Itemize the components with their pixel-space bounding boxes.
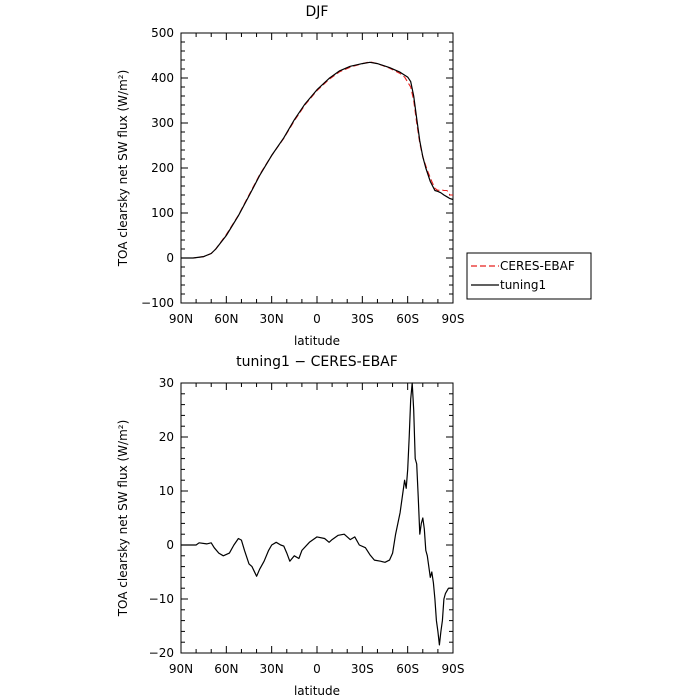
plot-frame <box>180 382 454 654</box>
x-tick-label: 30S <box>351 312 374 326</box>
y-tick-label: 20 <box>159 430 174 444</box>
y-tick-label: −100 <box>141 296 174 310</box>
y-tick-label: 100 <box>151 206 174 220</box>
x-tick-label: 0 <box>313 662 321 676</box>
plot-title: tuning1 − CERES-EBAF <box>236 354 398 370</box>
legend-box <box>466 252 592 300</box>
legend-label: CERES-EBAF <box>500 259 575 273</box>
y-tick-label: 10 <box>159 484 174 498</box>
x-tick-label: 30N <box>260 662 284 676</box>
y-axis-label: TOA clearsky net SW flux (W/m²) <box>116 70 130 268</box>
x-tick-label: 90N <box>169 312 193 326</box>
series-line-tuning1-ceres-ebaf <box>181 382 453 646</box>
plot-title: DJF <box>306 4 329 20</box>
x-tick-label: 60S <box>396 312 419 326</box>
y-axis-label: TOA clearsky net SW flux (W/m²) <box>116 420 130 618</box>
y-tick-label: 500 <box>151 26 174 40</box>
x-tick-label: 0 <box>313 312 321 326</box>
y-tick-label: 30 <box>159 376 174 390</box>
x-axis-label: latitude <box>294 334 340 348</box>
y-tick-label: −10 <box>149 592 174 606</box>
x-axis-label: latitude <box>294 684 340 698</box>
y-tick-label: 0 <box>166 251 174 265</box>
x-tick-label: 60N <box>214 662 238 676</box>
y-tick-label: −20 <box>149 646 174 660</box>
x-tick-label: 60S <box>396 662 419 676</box>
plot-frame <box>180 32 454 304</box>
x-tick-label: 30N <box>260 312 284 326</box>
y-tick-label: 0 <box>166 538 174 552</box>
y-tick-label: 400 <box>151 71 174 85</box>
x-tick-label: 60N <box>214 312 238 326</box>
y-tick-label: 300 <box>151 116 174 130</box>
x-tick-label: 90S <box>442 662 465 676</box>
series-line-tuning1 <box>181 61 454 259</box>
legend-label: tuning1 <box>500 278 546 292</box>
y-tick-label: 200 <box>151 161 174 175</box>
x-tick-label: 30S <box>351 662 374 676</box>
x-tick-label: 90S <box>442 312 465 326</box>
x-tick-label: 90N <box>169 662 193 676</box>
